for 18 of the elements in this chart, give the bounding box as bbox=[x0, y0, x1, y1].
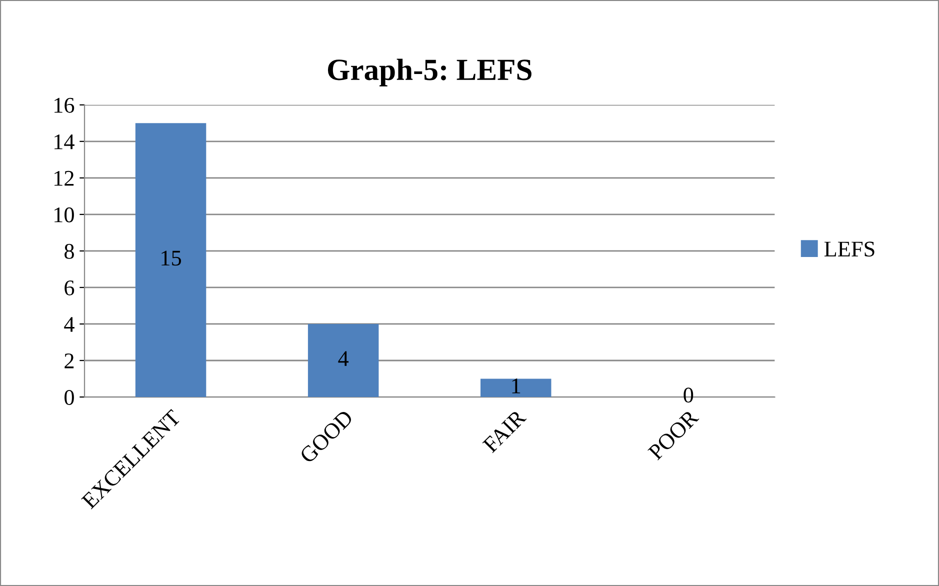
bar bbox=[480, 378, 552, 398]
y-tick-label: 8 bbox=[64, 244, 74, 259]
y-tick-label: 10 bbox=[54, 207, 74, 222]
legend-label: LEFS bbox=[824, 242, 874, 257]
y-tick-label: 6 bbox=[64, 280, 74, 296]
y-tick-label: 14 bbox=[54, 134, 74, 150]
bar bbox=[135, 123, 206, 398]
data-label: 4 bbox=[338, 351, 349, 366]
data-label: 15 bbox=[162, 250, 182, 266]
chart-title: Graph-5: LEFS bbox=[328, 58, 532, 86]
data-label: 0 bbox=[684, 388, 694, 403]
y-tick-label: 0 bbox=[64, 390, 74, 405]
y-tick-label: 12 bbox=[54, 170, 74, 186]
y-tick-label: 2 bbox=[64, 353, 74, 368]
y-tick-label: 16 bbox=[54, 98, 74, 113]
bar bbox=[308, 324, 379, 398]
data-label: 1 bbox=[512, 378, 520, 394]
y-tick-label: 4 bbox=[64, 317, 74, 332]
